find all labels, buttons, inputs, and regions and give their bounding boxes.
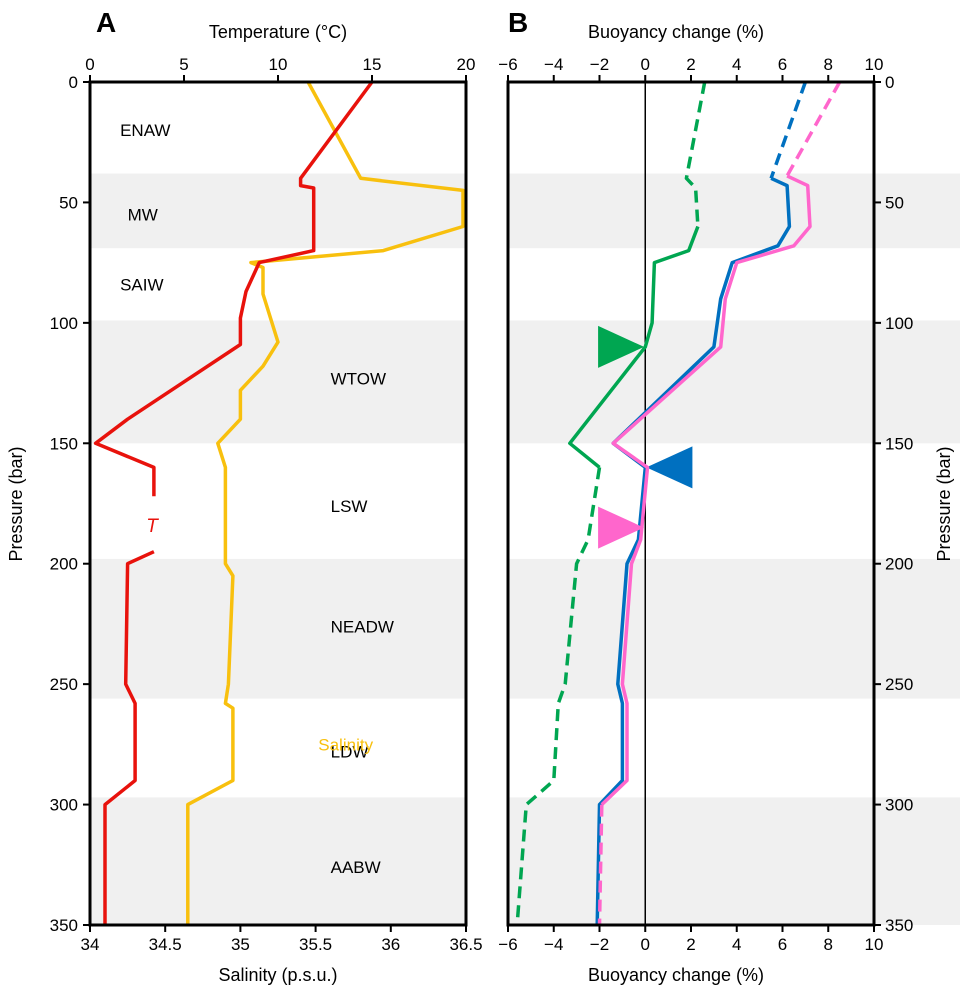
panel-a: ENAW MW SAIW WTOW LSW NEADW LDW AABW T Salinity 0 5…	[6, 7, 483, 985]
right-tick-label: 300	[885, 796, 913, 815]
temperature-line	[103, 550, 155, 925]
bottom-tick-label: 36.5	[449, 935, 482, 954]
left-tick-label: 350	[50, 916, 78, 935]
water-mass-label-lsw: LSW	[331, 497, 368, 516]
bottom-tick-label: −2	[590, 935, 609, 954]
top-tick-label: 4	[732, 55, 741, 74]
bottom-axis-title: Buoyancy change (%)	[588, 965, 764, 985]
temperature-line	[93, 80, 374, 497]
buoyancy-line-1-dashed	[515, 467, 602, 926]
top-tick-label: −4	[544, 55, 563, 74]
buoyancy-line-3	[600, 174, 812, 806]
buoyancy-line-3-dashed	[597, 804, 604, 926]
salinity-line	[186, 81, 465, 925]
bottom-axis-title: Salinity (p.s.u.)	[218, 965, 337, 985]
water-mass-band-neadw	[90, 558, 466, 699]
left-tick-label: 150	[50, 434, 78, 453]
right-tick-label: 150	[885, 434, 913, 453]
left-tick-label: 200	[50, 555, 78, 574]
top-tick-label: 10	[269, 55, 288, 74]
bottom-tick-label: 2	[686, 935, 695, 954]
water-mass-label-ldw: LDW	[331, 743, 369, 762]
water-mass-band	[508, 797, 960, 925]
panel-label-a: A	[96, 7, 116, 38]
panel-b: −6 −4 −2 0 2 4 6 8 10 Buoyancy change (%) −6 −4 −2 0 2…	[498, 7, 960, 985]
water-mass-band	[508, 320, 960, 444]
top-axis-title: Buoyancy change (%)	[588, 22, 764, 42]
threshold-marker-2	[646, 446, 693, 489]
salinity-line-label: Salinity	[318, 735, 373, 754]
bottom-tick-label: 6	[778, 935, 787, 954]
panel-label-b: B	[508, 7, 528, 38]
left-tick-label: 100	[50, 314, 78, 333]
left-tick-label: 0	[69, 73, 78, 92]
top-axis-title: Temperature (°C)	[209, 22, 347, 42]
bottom-tick-label: 36	[381, 935, 400, 954]
bottom-tick-label: −6	[498, 935, 517, 954]
bottom-tick-label: −4	[544, 935, 563, 954]
water-mass-label-saiw: SAIW	[120, 275, 163, 294]
water-mass-band	[508, 558, 960, 699]
bottom-tick-label: 34	[81, 935, 100, 954]
water-mass-label-enaw: ENAW	[120, 121, 170, 140]
bottom-tick-label: 4	[732, 935, 741, 954]
top-tick-label: 20	[457, 55, 476, 74]
water-mass-label-aabw: AABW	[331, 858, 381, 877]
right-tick-label: 200	[885, 555, 913, 574]
right-tick-label: 100	[885, 314, 913, 333]
temperature-line-label: T	[146, 516, 159, 537]
buoyancy-line-2-dashed	[769, 81, 808, 179]
right-tick-label: 0	[885, 73, 894, 92]
left-axis-title: Pressure (bar)	[6, 446, 26, 561]
threshold-marker-1	[598, 325, 645, 368]
top-tick-label: 5	[179, 55, 188, 74]
water-mass-label-mw: MW	[128, 205, 158, 224]
right-tick-label: 350	[885, 916, 913, 935]
top-tick-label: −2	[590, 55, 609, 74]
top-tick-label: 10	[865, 55, 884, 74]
threshold-marker-3	[598, 506, 645, 549]
water-mass-label-wtow: WTOW	[331, 369, 386, 388]
left-tick-label: 50	[59, 193, 78, 212]
left-tick-label: 300	[50, 796, 78, 815]
top-tick-label: 2	[686, 55, 695, 74]
bottom-tick-label: 8	[824, 935, 833, 954]
left-tick-label: 250	[50, 675, 78, 694]
buoyancy-line-3-dashed	[785, 81, 842, 177]
bottom-tick-label: 10	[865, 935, 884, 954]
bottom-tick-label: 0	[641, 935, 650, 954]
water-mass-band	[508, 173, 960, 249]
right-tick-label: 250	[885, 675, 913, 694]
top-tick-label: 15	[363, 55, 382, 74]
bottom-tick-label: 35.5	[299, 935, 332, 954]
bottom-tick-label: 34.5	[149, 935, 182, 954]
buoyancy-line-1	[568, 225, 700, 469]
bottom-tick-label: 35	[231, 935, 250, 954]
top-tick-label: 8	[824, 55, 833, 74]
top-tick-label: −6	[498, 55, 517, 74]
right-axis-title: Pressure (bar)	[934, 446, 954, 561]
water-mass-band-aabw	[90, 797, 466, 925]
top-tick-label: 0	[85, 55, 94, 74]
top-tick-label: 6	[778, 55, 787, 74]
water-mass-band-mw	[90, 173, 466, 249]
water-mass-label-neadw: NEADW	[331, 617, 394, 636]
buoyancy-line-1-dashed	[684, 81, 707, 227]
top-tick-label: 0	[641, 55, 650, 74]
right-tick-label: 50	[885, 193, 904, 212]
